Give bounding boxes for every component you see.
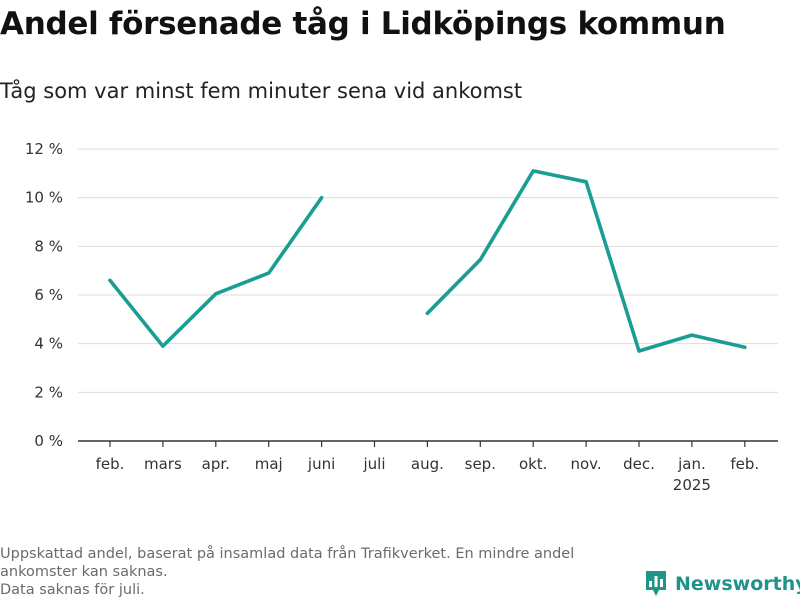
x-tick-sublabel: 2025 [673,476,711,494]
y-tick-label: 12 % [25,140,63,158]
x-tick-label: nov. [571,455,602,473]
y-tick-label: 4 % [34,335,63,353]
y-tick-label: 6 % [34,286,63,304]
x-tick-label: feb. [730,455,759,473]
x-tick-label: mars [144,455,182,473]
x-tick-label: okt. [519,455,548,473]
footnote-line: Uppskattad andel, baserat på insamlad da… [0,546,575,562]
x-tick-label: maj [255,455,283,473]
x-tick-label: juli [362,455,385,473]
y-tick-label: 8 % [34,237,63,255]
footnote-line: Data saknas för juli. [0,582,145,598]
x-tick-label: feb. [96,455,125,473]
footnote: Uppskattad andel, baserat på insamlad da… [0,545,630,599]
chart-subtitle: Tåg som var minst fem minuter sena vid a… [0,79,523,103]
y-tick-label: 10 % [25,189,63,207]
x-tick-label: dec. [623,455,655,473]
x-tick-label: apr. [202,455,230,473]
series-line [425,169,747,353]
y-tick-label: 2 % [34,383,63,401]
brand-name: Newsworthy [675,573,800,595]
bar-chart-logo-icon [646,571,666,596]
series-line [108,195,324,348]
x-tick-label: juni [307,455,335,473]
x-tick-label: aug. [411,455,444,473]
chart-title: Andel försenade tåg i Lidköpings kommun [0,6,726,42]
x-tick-label: jan. [677,455,706,473]
x-tick-label: sep. [465,455,496,473]
footnote-line: ankomster kan saknas. [0,564,168,580]
y-tick-label: 0 % [34,432,63,450]
newsworthy-logo: Newsworthy [644,570,800,598]
